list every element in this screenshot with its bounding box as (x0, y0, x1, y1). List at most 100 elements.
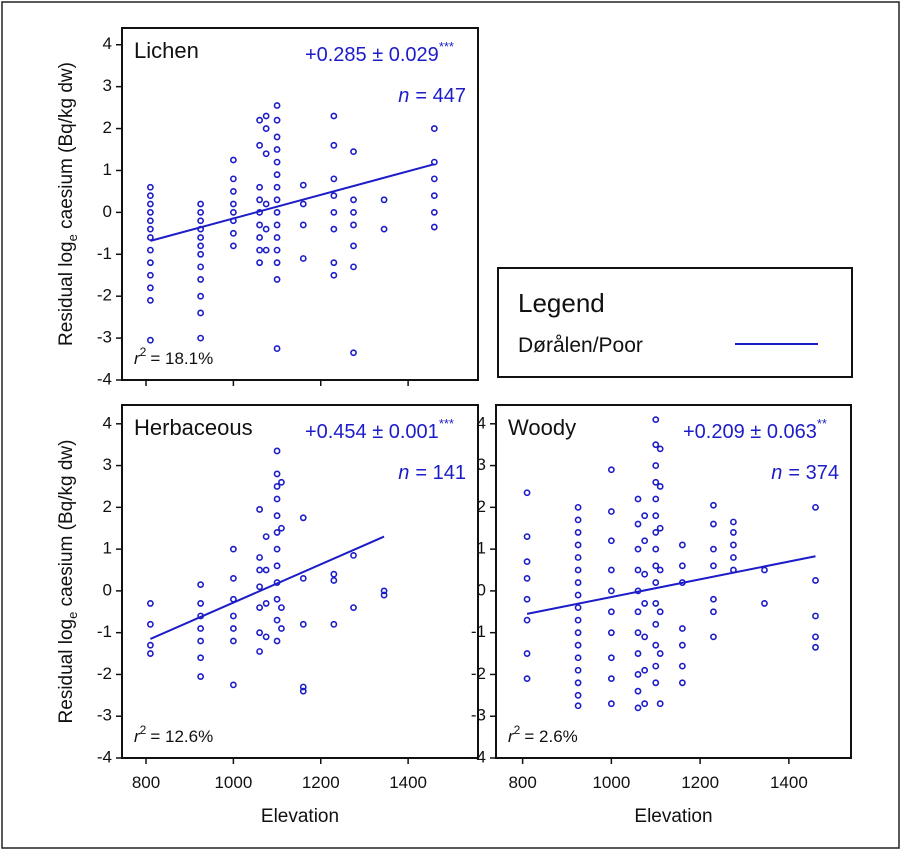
y-tick-label: 0 (103, 202, 112, 221)
point (197, 625, 205, 632)
point (652, 495, 660, 503)
y-tick-label: 0 (103, 580, 112, 599)
point (330, 175, 338, 183)
point (299, 574, 307, 582)
point (523, 489, 531, 497)
point (656, 700, 664, 708)
point (574, 591, 582, 599)
point (262, 246, 270, 254)
fit-line (149, 535, 385, 640)
point (330, 577, 338, 584)
point (574, 541, 582, 549)
n-value: = 141 (415, 462, 466, 484)
point (197, 637, 205, 645)
point (574, 666, 582, 674)
y-tick-label: -1 (97, 622, 112, 641)
x-tick-label: 800 (508, 773, 536, 792)
y-tick-label: 1 (477, 539, 486, 558)
point (262, 600, 270, 607)
sample-size: n = 141 (398, 462, 466, 484)
point (146, 600, 154, 607)
point (146, 641, 154, 649)
point (634, 566, 642, 574)
point (262, 566, 270, 574)
point (273, 246, 281, 254)
point (229, 156, 237, 164)
point (262, 225, 270, 233)
point (146, 208, 154, 216)
point (256, 604, 263, 612)
point (634, 608, 642, 616)
n-value: = 447 (415, 85, 466, 107)
x-tick-label: 1000 (592, 773, 630, 792)
point (652, 662, 660, 670)
point (330, 141, 338, 149)
significance: *** (439, 416, 454, 431)
point (574, 691, 582, 699)
point (574, 579, 582, 586)
point (634, 495, 642, 503)
point (256, 141, 263, 149)
point (229, 681, 237, 689)
point (607, 675, 615, 683)
x-axis-label: Elevation (261, 806, 339, 827)
x-tick-label: 1400 (389, 773, 427, 792)
point (146, 183, 154, 191)
point (350, 196, 357, 204)
point (730, 529, 737, 536)
point (197, 263, 205, 271)
point (710, 545, 717, 553)
point (607, 654, 615, 662)
point (574, 679, 582, 687)
point (278, 604, 285, 612)
point (678, 662, 686, 670)
point (330, 620, 338, 628)
y-tick-label: -1 (97, 244, 112, 263)
point (197, 654, 205, 662)
point (730, 554, 737, 561)
point (350, 551, 357, 559)
point (574, 702, 582, 710)
point (574, 503, 582, 511)
point (273, 529, 281, 536)
point (197, 309, 205, 317)
point (574, 654, 582, 662)
r-power: 2 (140, 345, 147, 359)
point (197, 334, 205, 342)
point (634, 629, 642, 637)
point (273, 196, 281, 204)
point (430, 192, 438, 200)
point (146, 217, 154, 225)
slope-stat: +0.285 ± 0.029*** (305, 39, 454, 66)
y-tick-label: 3 (477, 455, 486, 474)
y-tick-label: -3 (471, 706, 486, 725)
point (574, 566, 582, 574)
point (146, 296, 154, 304)
point (634, 545, 642, 553)
y-label-sub: e (65, 612, 80, 619)
r-value: = 2.6% (524, 727, 577, 746)
point (197, 217, 205, 225)
point (256, 234, 263, 241)
point (273, 345, 281, 352)
point (197, 581, 205, 589)
x-tick-label: 800 (132, 773, 160, 792)
point (523, 675, 531, 683)
point (656, 445, 664, 453)
point (273, 545, 281, 553)
point (229, 625, 237, 632)
legend-box (497, 267, 853, 378)
y-tick-label: -4 (97, 369, 112, 388)
y-tick-label: -4 (97, 747, 112, 766)
y-tick-label: 1 (103, 160, 112, 179)
point (197, 242, 205, 250)
point (273, 158, 281, 166)
point (273, 276, 281, 283)
point (607, 566, 615, 574)
point (299, 181, 307, 189)
y-axis-label: Residual loge caesium (Bq/kg dw) (56, 62, 80, 346)
point (710, 595, 717, 603)
point (273, 116, 281, 124)
y-tick-label: 3 (103, 455, 112, 474)
